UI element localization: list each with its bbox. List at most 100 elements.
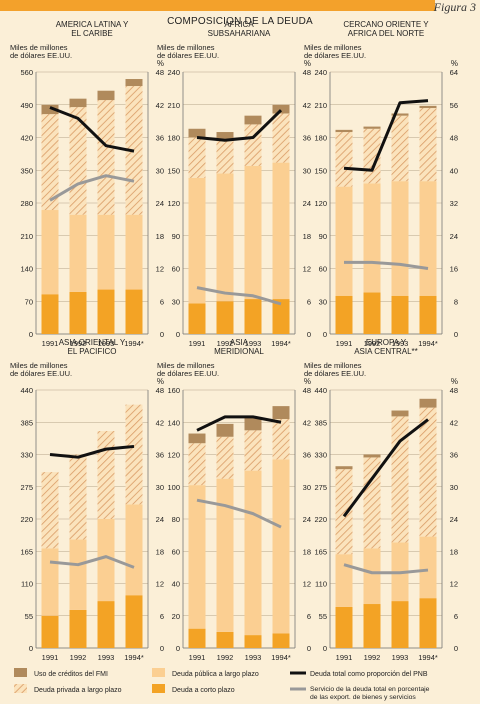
y2tick-label: 12 [156, 580, 164, 589]
bar-corta [391, 295, 409, 334]
figure-label: Figura 3 [433, 0, 476, 14]
bar-fmi [419, 105, 437, 109]
y2tick-label: 36 [303, 134, 311, 143]
bar-publica [363, 183, 381, 293]
ytick-label: 60 [319, 265, 327, 274]
y2tick-label: 24 [450, 232, 458, 241]
y2tick-label: 18 [156, 547, 164, 556]
bar-privada [272, 419, 290, 460]
bar-privada [216, 436, 234, 479]
y2tick-label: 42 [303, 101, 311, 110]
legend-label-corta: Deuda a corto plazo [172, 687, 235, 694]
ytick-label: 100 [167, 483, 180, 492]
ytick-label: 0 [176, 644, 180, 653]
y2tick-label: 18 [156, 232, 164, 241]
panel-title-2-line-1: AFRICA [224, 20, 254, 29]
xtick-label: 1993 [245, 653, 262, 662]
bar-corta [125, 289, 143, 334]
xtick-label: 1994* [271, 653, 291, 662]
y2tick-label: 6 [454, 612, 458, 621]
bar-fmi [244, 115, 262, 125]
figure-header: Figura 3 [0, 0, 480, 15]
bar-publica [335, 554, 353, 607]
bar-publica [391, 181, 409, 296]
xtick-label: 1992 [217, 339, 234, 348]
bar-privada [419, 407, 437, 537]
y2tick-label: 0 [160, 644, 164, 653]
line-servicio [344, 260, 429, 270]
xtick-label: 1991 [336, 339, 353, 348]
ytick-label: 210 [314, 101, 327, 110]
y2tick-label: 36 [303, 451, 311, 460]
bar-publica [244, 470, 262, 636]
xtick-label: 1991 [42, 339, 59, 348]
ytick-label: 220 [20, 515, 33, 524]
ytick-label: 90 [319, 232, 327, 241]
bar-publica [97, 519, 115, 602]
bar-privada [244, 430, 262, 471]
line-pnb [49, 106, 135, 153]
bar-publica [272, 162, 290, 300]
bar-publica [188, 485, 206, 629]
ytick-label: 110 [21, 580, 33, 589]
bar-fmi [391, 410, 409, 417]
xtick-label: 1994* [124, 339, 144, 348]
y2tick-label: 36 [450, 451, 458, 460]
y2tick-label: 30 [156, 483, 164, 492]
xtick-label: 1992 [364, 653, 381, 662]
xtick-label: 1994* [418, 339, 438, 348]
ytick-label: 90 [172, 232, 180, 241]
bar-privada [272, 113, 290, 163]
ytick-label: 0 [176, 330, 180, 339]
bar-privada [419, 108, 437, 182]
y2tick-label: 56 [450, 101, 458, 110]
legend-label-fmi: Uso de créditos del FMI [34, 671, 108, 678]
ytick-label: 80 [172, 515, 180, 524]
ytick-label: 385 [314, 418, 327, 427]
y2tick-label: 48 [156, 386, 164, 395]
y2label-3: % [451, 59, 458, 68]
header-accent-bar [0, 0, 435, 11]
bar-corta [216, 631, 234, 648]
xtick-label: 1991 [189, 653, 206, 662]
bar-corta [335, 606, 353, 648]
bar-privada [335, 469, 353, 555]
xtick-label: 1992 [70, 653, 87, 662]
legend: Uso de créditos del FMI Deuda privada a l… [14, 668, 430, 701]
y2tick-label: 0 [307, 644, 311, 653]
bar-corta [363, 604, 381, 648]
bar-corta [335, 295, 353, 334]
bar-corta [188, 303, 206, 334]
bar-publica [363, 548, 381, 605]
y2tick-label: 18 [303, 547, 311, 556]
y2tick-label: 30 [303, 166, 311, 175]
bar-corta [216, 301, 234, 334]
bar-fmi [244, 417, 262, 431]
panel-title-6-line-2: ASIA CENTRAL** [354, 347, 418, 356]
ytick-label: 385 [20, 418, 33, 427]
bar-corta [188, 628, 206, 648]
bar-privada [125, 404, 143, 505]
xtick-label: 1992 [217, 653, 234, 662]
bar-fmi [419, 398, 437, 408]
panel-title-5-line-2: MERIDIONAL [214, 347, 264, 356]
xtick-label: 1991 [336, 653, 353, 662]
ylabel-line1-2: Miles de millones [157, 43, 215, 52]
ytick-label: 180 [314, 134, 327, 143]
ytick-label: 440 [314, 386, 327, 395]
bar-publica [41, 548, 59, 616]
line-servicio [49, 174, 135, 202]
ytick-label: 70 [25, 297, 33, 306]
legend-label-servicio-line2: de las export. de bienes y servicios [310, 694, 416, 701]
panel-title-3-line-2: AFRICA DEL NORTE [348, 29, 424, 38]
legend-swatch-fmi [14, 668, 27, 677]
y2tick-label: 32 [450, 199, 458, 208]
bar-fmi [363, 126, 381, 129]
bar-corta [244, 635, 262, 648]
bar-privada [188, 137, 206, 178]
bar-fmi [216, 132, 234, 141]
y2label-6: % [451, 377, 458, 386]
ylabel-line2-2: de dólares EE.UU. [157, 51, 219, 60]
bar-privada [335, 132, 353, 187]
